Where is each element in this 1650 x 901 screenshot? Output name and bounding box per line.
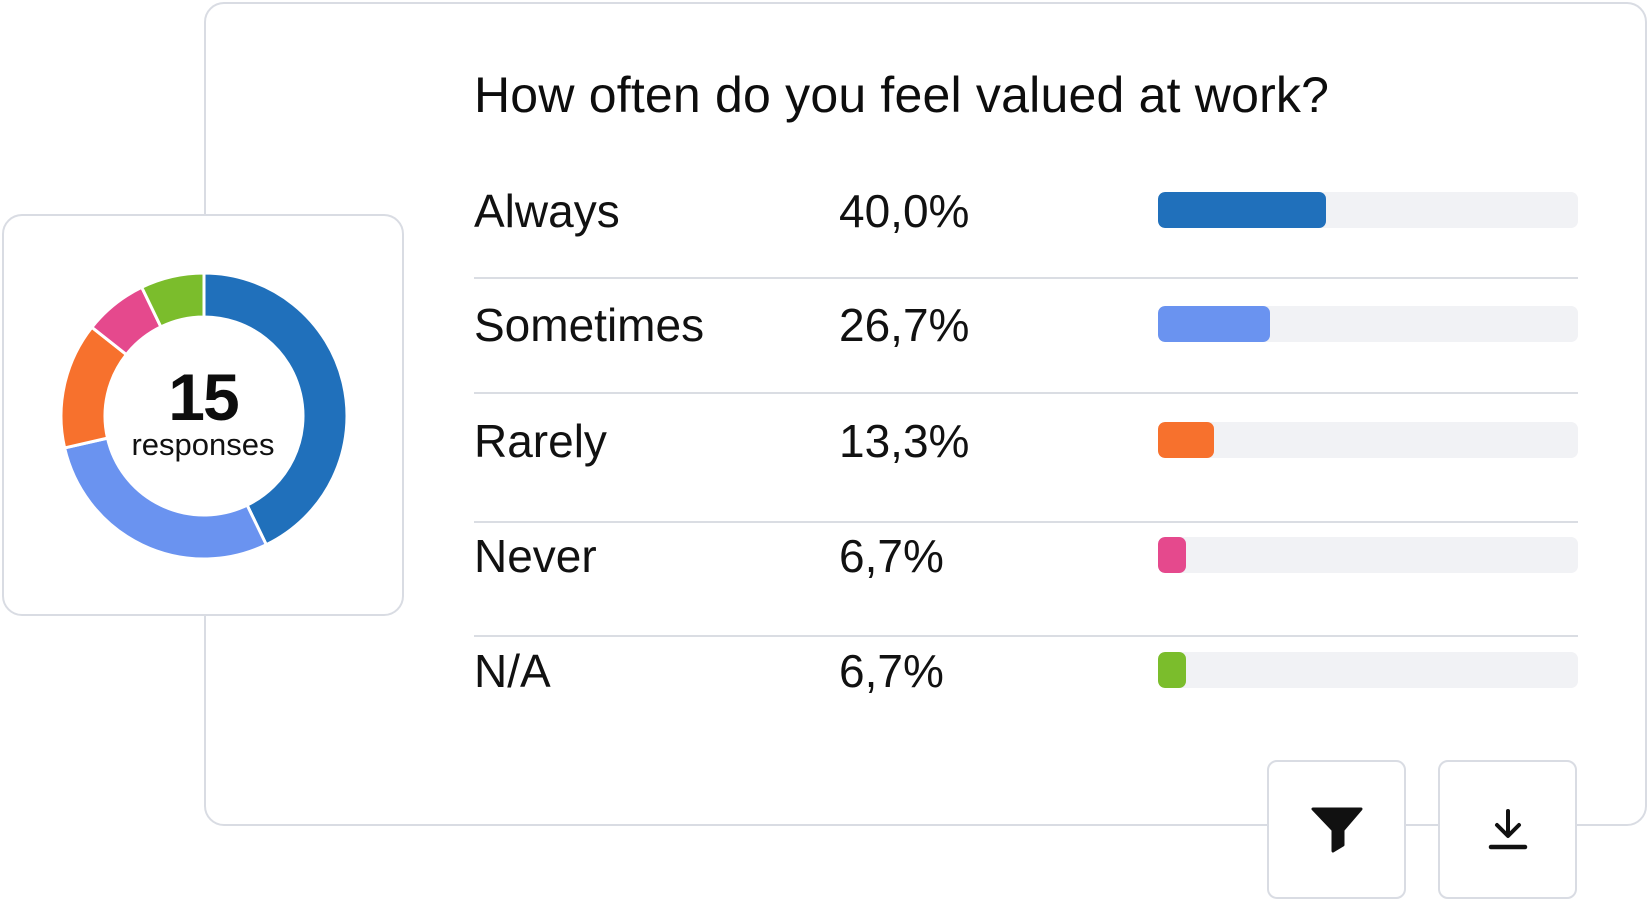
percent-bar-fill	[1158, 422, 1214, 458]
filter-icon	[1311, 807, 1362, 852]
download-icon	[1488, 808, 1527, 849]
result-row-never: Never 6,7%	[474, 526, 1578, 586]
answer-label: N/A	[474, 645, 551, 697]
download-button[interactable]	[1438, 760, 1577, 899]
result-row-rarely: Rarely 13,3%	[474, 411, 1578, 471]
answer-percent: 6,7%	[839, 645, 944, 697]
row-divider	[474, 277, 1578, 279]
percent-bar-fill	[1158, 306, 1271, 342]
answer-percent: 6,7%	[839, 530, 944, 582]
percent-bar	[1158, 306, 1578, 342]
donut-slice-n-a	[140, 271, 206, 329]
question-title: How often do you feel valued at work?	[474, 67, 1330, 123]
answer-label: Never	[474, 530, 597, 582]
filter-button[interactable]	[1267, 760, 1406, 899]
response-count: 15	[168, 360, 239, 434]
answer-label: Always	[474, 185, 620, 237]
answer-label: Rarely	[474, 415, 607, 467]
answer-percent: 40,0%	[839, 185, 970, 237]
row-divider	[474, 521, 1578, 523]
result-row-sometimes: Sometimes 26,7%	[474, 295, 1578, 355]
answer-label: Sometimes	[474, 299, 705, 351]
question-results-card	[204, 2, 1647, 826]
response-summary-card: 15 responses	[2, 214, 404, 616]
row-divider	[474, 635, 1578, 637]
percent-bar	[1158, 422, 1578, 458]
answer-percent: 13,3%	[839, 415, 970, 467]
percent-bar-fill	[1158, 652, 1187, 688]
responses-donut-chart	[59, 271, 349, 561]
donut-slice-always	[202, 271, 349, 547]
answer-percent: 26,7%	[839, 299, 970, 351]
percent-bar	[1158, 537, 1578, 573]
row-divider	[474, 392, 1578, 394]
result-row-always: Always 40,0%	[474, 181, 1578, 241]
percent-bar-fill	[1158, 537, 1187, 573]
result-row-na: N/A 6,7%	[474, 641, 1578, 701]
percent-bar	[1158, 652, 1578, 688]
percent-bar-fill	[1158, 192, 1326, 228]
results-list: Always 40,0% Sometimes 26,7% Rarely 13,3…	[474, 0, 1578, 760]
response-count-caption: responses	[131, 427, 275, 462]
percent-bar	[1158, 192, 1578, 228]
